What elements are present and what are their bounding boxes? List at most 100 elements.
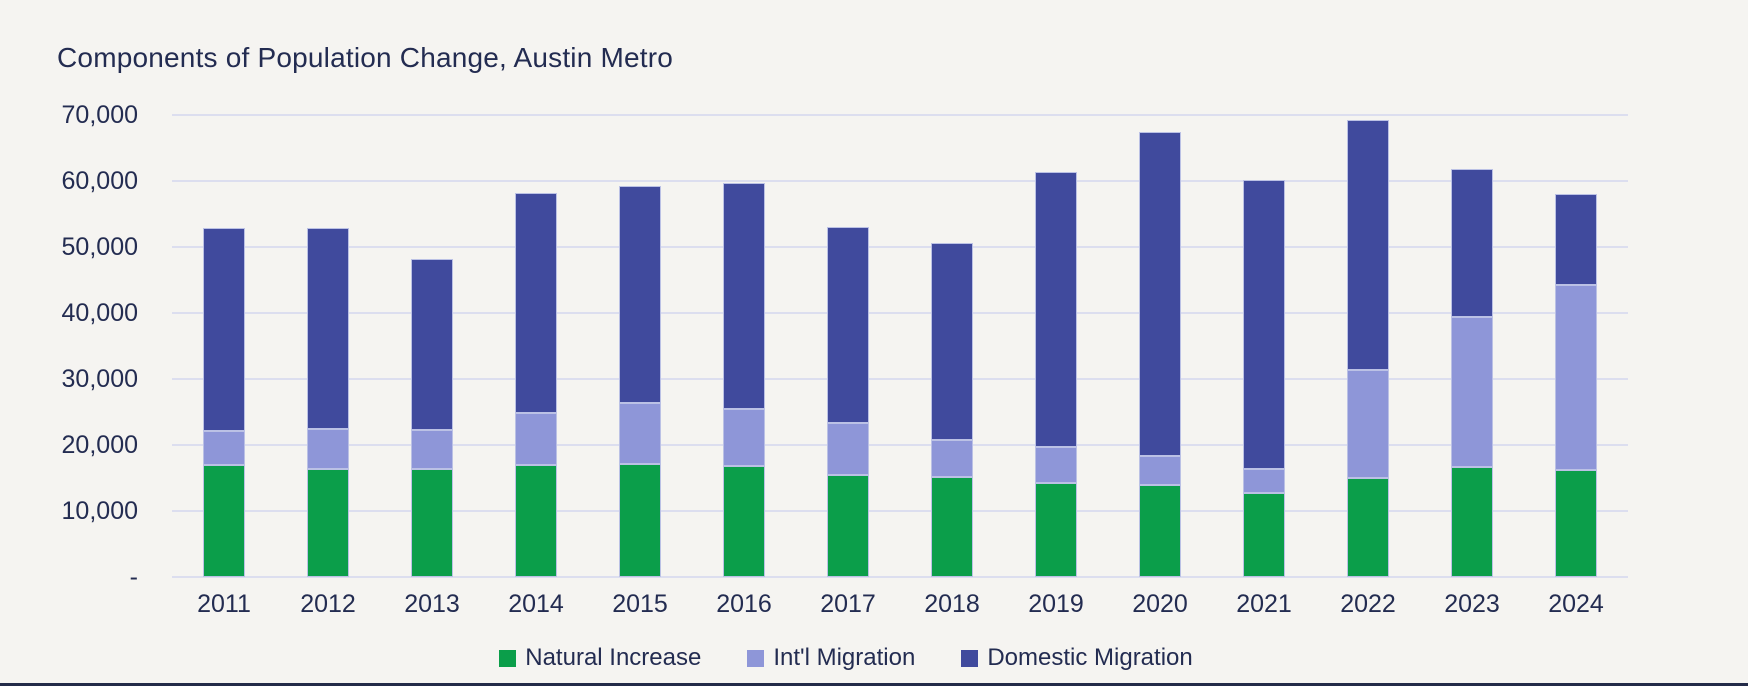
gridline <box>172 246 1628 248</box>
bar-group-2018 <box>931 243 973 577</box>
bar-segment-domestic-migration <box>1451 169 1493 317</box>
x-axis-tick-label: 2021 <box>1236 590 1292 618</box>
bar-segment-natural-increase <box>307 469 349 577</box>
bar-group-2020 <box>1139 131 1181 577</box>
legend-label: Int'l Migration <box>773 644 916 671</box>
bar-group-2022 <box>1347 119 1389 577</box>
bar-segment-intl-migration <box>1347 369 1389 478</box>
bar-segment-natural-increase <box>619 464 661 577</box>
bar-group-2016 <box>723 183 765 577</box>
legend-label: Domestic Migration <box>987 644 1193 671</box>
bar-segment-intl-migration <box>203 430 245 466</box>
x-axis-tick-label: 2014 <box>508 590 564 618</box>
legend-swatch-icon <box>961 649 979 667</box>
bar-segment-domestic-migration <box>723 183 765 409</box>
x-axis-tick-label: 2013 <box>404 590 460 618</box>
bar-segment-natural-increase <box>931 476 973 577</box>
bar-segment-intl-migration <box>723 408 765 467</box>
bar-segment-natural-increase <box>1139 484 1181 577</box>
bar-segment-domestic-migration <box>1243 179 1285 470</box>
bar-segment-natural-increase <box>1035 483 1077 577</box>
bar-group-2021 <box>1243 179 1285 577</box>
bar-segment-domestic-migration <box>827 227 869 423</box>
y-axis-tick-label: 40,000 <box>61 299 138 327</box>
bar-group-2011 <box>203 227 245 577</box>
bar-segment-natural-increase <box>1347 478 1389 577</box>
bar-segment-natural-increase <box>203 465 245 577</box>
plot-area <box>172 114 1628 578</box>
bar-segment-domestic-migration <box>1035 172 1077 447</box>
legend-item: Domestic Migration <box>961 644 1193 672</box>
bar-group-2024 <box>1555 193 1597 577</box>
bar-segment-natural-increase <box>515 465 557 577</box>
y-axis-tick-label: 10,000 <box>61 497 138 525</box>
gridline <box>172 180 1628 182</box>
bar-segment-natural-increase <box>1451 467 1493 577</box>
x-axis-tick-label: 2011 <box>197 590 251 618</box>
bar-segment-intl-migration <box>307 429 349 470</box>
y-axis-tick-label: 60,000 <box>61 167 138 195</box>
bar-segment-natural-increase <box>827 474 869 577</box>
bar-segment-domestic-migration <box>515 192 557 413</box>
bar-group-2012 <box>307 227 349 577</box>
bar-segment-domestic-migration <box>307 227 349 430</box>
bar-segment-natural-increase <box>411 469 453 577</box>
chart-title: Components of Population Change, Austin … <box>57 42 674 73</box>
x-axis-tick-label: 2023 <box>1444 590 1500 618</box>
bar-segment-natural-increase <box>723 466 765 577</box>
bar-segment-domestic-migration <box>619 185 661 403</box>
bar-segment-intl-migration <box>931 439 973 477</box>
legend-item: Natural Increase <box>499 644 701 672</box>
legend-item: Int'l Migration <box>747 644 915 672</box>
x-axis-tick-label: 2024 <box>1548 590 1604 618</box>
legend: Natural Increase Int'l Migration Domestic … <box>0 644 1692 672</box>
y-axis-tick-label: 50,000 <box>61 233 138 261</box>
y-axis: 70,000 60,000 50,000 40,000 30,000 20,000 10,0… <box>0 101 140 591</box>
gridline <box>172 576 1628 578</box>
bar-segment-intl-migration <box>1035 446 1077 484</box>
bar-segment-natural-increase <box>1243 493 1285 577</box>
x-axis-tick-label: 2012 <box>300 590 356 618</box>
legend-swatch-icon <box>499 649 517 667</box>
legend-swatch-icon <box>747 649 765 667</box>
bar-segment-intl-migration <box>1139 455 1181 485</box>
x-axis-tick-label: 2019 <box>1028 590 1084 618</box>
footer-bar <box>0 683 1748 686</box>
y-axis-tick-label: 30,000 <box>61 365 138 393</box>
x-axis-tick-label: 2016 <box>716 590 772 618</box>
x-axis-tick-label: 2018 <box>924 590 980 618</box>
gridline <box>172 444 1628 446</box>
x-axis: 2011 2012 2013 2014 2015 2016 2017 2018 2019 2020… <box>172 590 1628 624</box>
bar-segment-intl-migration <box>1451 316 1493 468</box>
legend-label: Natural Increase <box>525 644 702 671</box>
x-axis-tick-label: 2017 <box>820 590 876 618</box>
bar-group-2015 <box>619 185 661 577</box>
bar-segment-intl-migration <box>1243 469 1285 494</box>
bar-segment-domestic-migration <box>931 243 973 440</box>
y-axis-tick-label: 70,000 <box>61 101 138 129</box>
bar-segment-domestic-migration <box>1139 131 1181 456</box>
gridline <box>172 312 1628 314</box>
x-axis-tick-label: 2022 <box>1340 590 1396 618</box>
bar-segment-natural-increase <box>1555 470 1597 577</box>
bar-segment-domestic-migration <box>411 258 453 430</box>
gridline <box>172 510 1628 512</box>
bar-segment-intl-migration <box>411 429 453 470</box>
gridline <box>172 114 1628 116</box>
gridline <box>172 378 1628 380</box>
bar-segment-intl-migration <box>619 402 661 465</box>
y-axis-tick-label: - <box>129 563 138 591</box>
bar-segment-domestic-migration <box>1555 193 1597 286</box>
bar-group-2023 <box>1451 169 1493 577</box>
bar-group-2014 <box>515 192 557 577</box>
bar-segment-intl-migration <box>827 422 869 475</box>
y-axis-tick-label: 20,000 <box>61 431 138 459</box>
bar-segment-domestic-migration <box>203 227 245 431</box>
bar-segment-intl-migration <box>1555 285 1597 471</box>
x-axis-tick-label: 2020 <box>1132 590 1188 618</box>
bar-group-2013 <box>411 258 453 577</box>
bar-group-2019 <box>1035 172 1077 577</box>
bar-group-2017 <box>827 227 869 577</box>
x-axis-tick-label: 2015 <box>612 590 668 618</box>
